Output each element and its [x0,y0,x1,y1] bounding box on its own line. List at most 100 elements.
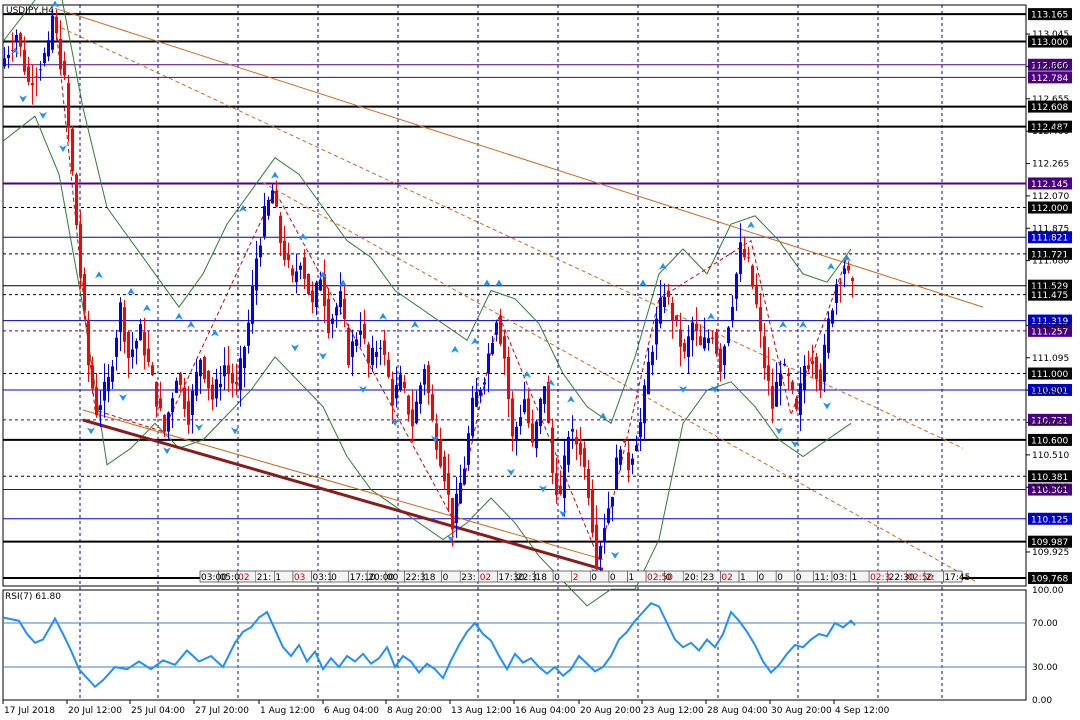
price-tick-label: 111.290 [1032,321,1069,331]
candle-bear [623,439,626,443]
candle-bear [403,381,406,388]
candle-bear [851,278,854,282]
level-tag-label: 112.860 [1031,61,1068,71]
candles [3,9,854,582]
zigzag-line [54,16,848,562]
level-tag [1028,8,1072,21]
candle-bear [627,452,630,471]
time-tag-label: 1 [851,573,857,583]
candle-bear [715,332,718,354]
candle-bull [543,386,546,404]
level-tag [1028,383,1072,396]
candle-bear [127,332,130,359]
candle-bull [631,458,634,465]
candle-bear [31,83,34,86]
candle-bear [815,356,818,380]
fractal-arrows [11,0,851,576]
candle-bull [663,296,666,308]
level-tag [1028,58,1072,71]
level-tag [1028,247,1072,260]
level-tag-label: 111.000 [1031,370,1068,380]
time-tick-label: 20 Aug 20:00 [580,706,641,716]
candle-bear [559,485,562,495]
fractal-up-arrow-icon [599,412,607,420]
time-tick-label: 16 Aug 04:00 [515,706,576,716]
fractal-down-arrow-icon [791,440,799,448]
candle-bear [443,456,446,482]
candle-bull [779,373,782,386]
time-tick-label: 4 Sep 12:00 [835,706,890,716]
price-tick-label: 110.705 [1032,418,1069,428]
bollinger-bands [2,0,852,607]
candle-bear [391,379,394,406]
time-tag-box [943,570,963,583]
fractal-down-arrow-icon [231,427,239,435]
candle-bear [279,215,282,243]
level-tag [1028,324,1072,337]
candle-bear [527,398,530,424]
price-tick-label: 112.265 [1032,160,1069,170]
candle-bull [687,336,690,357]
candle-bull [339,291,342,308]
candle-bear [179,373,182,385]
candle-bull [263,206,266,237]
level-tag-label: 110.600 [1031,436,1068,446]
time-tag-label: 22:3 [405,573,425,583]
candle-bear [699,336,702,345]
candle-bull [131,349,134,357]
candle-bull [175,380,178,393]
level-tag-label: 111.821 [1031,234,1068,244]
candle-bear [227,365,230,375]
candle-bear [91,365,94,389]
level-tag-label: 113.165 [1031,11,1068,21]
candle-bull [459,482,462,504]
fractal-down-arrow-icon [163,447,171,455]
candle-bull [359,330,362,335]
level-tag [1028,201,1072,214]
candle-bear [771,385,774,409]
candle-bull [135,340,138,349]
candle-bear [87,319,90,366]
candle-bear [839,282,842,284]
level-tag [1028,288,1072,301]
fractal-up-arrow-icon [271,171,279,179]
time-tick-label: 27 Jul 20:00 [195,706,249,716]
trend-line [54,24,964,449]
fractal-down-arrow-icon [39,111,47,119]
candle-bear [75,174,78,226]
candle-bear [679,329,682,347]
rsi-tick-label: 30.00 [1032,663,1058,673]
candle-bull [691,322,694,341]
candle-bull [251,285,254,324]
fractal-up-arrow-icon [707,312,715,320]
level-tag-label: 112.000 [1031,204,1068,214]
candle-bear [155,381,158,407]
fractal-up-arrow-icon [95,271,103,279]
candle-bull [267,199,270,216]
fractal-up-arrow-icon [143,304,151,312]
candle-bear [767,365,770,381]
fractal-down-arrow-icon [823,402,831,410]
time-tag-label: 21: [257,573,271,583]
candle-bear [307,273,310,294]
candle-bull [495,322,498,335]
time-tag-label: 2 [573,573,579,583]
trend-line [82,418,604,571]
fractal-up-arrow-icon [51,0,59,8]
candle-bull [615,457,618,490]
fractal-down-arrow-icon [319,352,327,360]
candle-bear [431,394,434,421]
fractal-up-arrow-icon [319,271,327,279]
candle-bull [483,382,486,385]
band-lower [2,115,852,607]
candle-bear [27,66,30,82]
candle-bear [383,340,386,355]
rsi-panel: 100.00 70.00 30.00 0.00 [2,586,1064,706]
level-tag [1028,535,1072,548]
time-tag-label: 03:00 [201,573,227,583]
candle-bear [147,348,150,363]
zigzag-path [54,16,848,562]
fractal-up-arrow-icon [187,321,195,329]
fractal-up-arrow-icon [211,329,219,337]
